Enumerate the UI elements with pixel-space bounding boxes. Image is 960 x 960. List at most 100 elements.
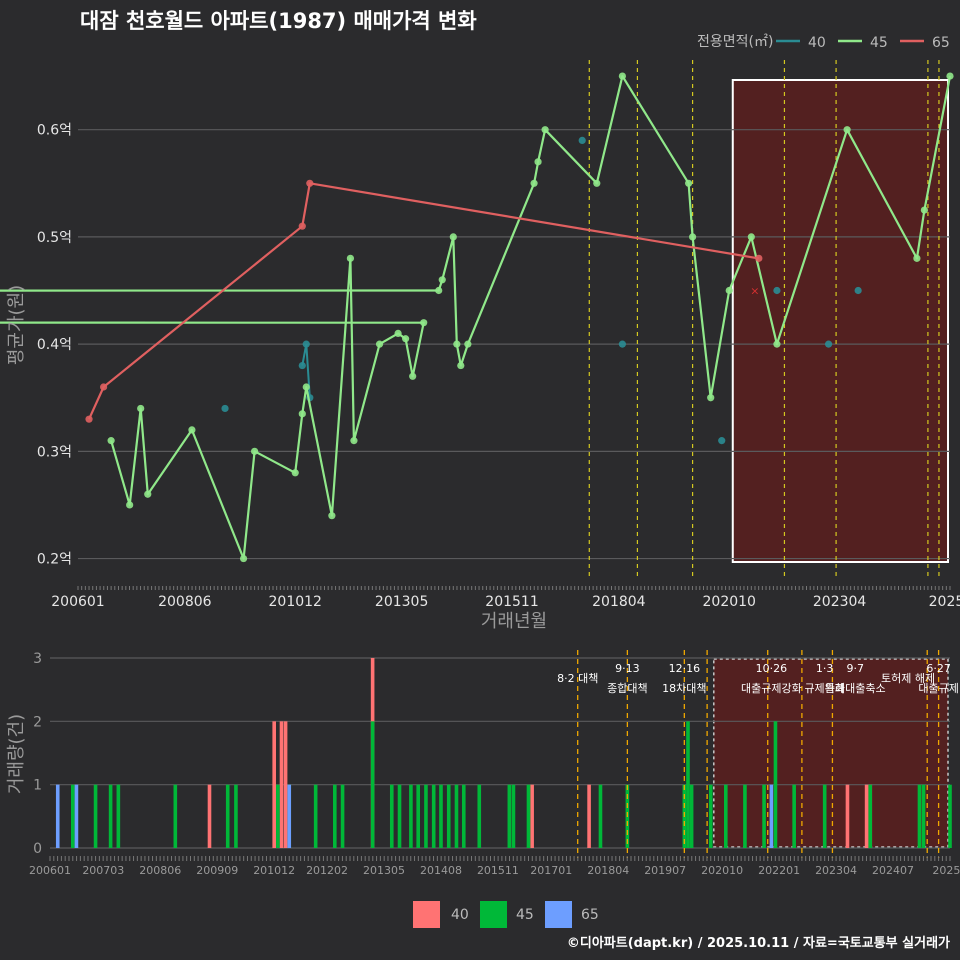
point-45 [346,254,355,262]
volume-x-tick-label: 202304 [815,864,857,877]
volume-bar-45 [598,784,603,848]
volume-bar-45 [424,784,428,848]
volume-bar-45 [708,784,713,848]
point-45 [328,512,336,520]
point-45 [435,286,443,295]
point-45 [593,179,601,187]
policy-date: 9·13 [615,662,640,675]
point-45 [251,447,259,455]
point-45 [725,286,733,295]
volume-x-tick-label: 201305 [363,864,405,877]
x-tick-label: 202010 [703,594,756,610]
legend-bottom-label-40: 40 [451,907,469,923]
x-tick-label: 200806 [158,594,212,610]
volume-bar-40 [530,784,534,848]
volume-bar-45 [454,784,459,848]
policy-name: 18차대책 [662,682,706,695]
legend-title: 전용면적(㎡) [697,34,773,50]
volume-bar-45 [868,784,873,848]
point-45 [126,501,134,509]
volume-bar-45 [225,784,230,848]
point-45 [302,383,310,391]
point-45 [534,158,542,166]
point-45 [239,554,248,563]
point-65 [85,415,93,423]
point-45 [402,335,410,343]
volume-y-ticks: 0 1 2 3 [33,651,42,857]
x-tick-label: 202304 [813,594,867,610]
volume-y-tick-label: 2 [33,714,42,730]
price-y-label: 평균가(원) [6,285,27,365]
policy-name: 토허제 해제 [881,671,935,685]
volume-bar-45 [743,784,747,848]
point-40 [302,340,310,348]
volume-bar-40 [207,784,212,848]
point-45 [298,410,306,418]
volume-bar-40 [587,784,591,848]
price-x-label: 거래년월 [481,611,547,632]
point-45 [946,72,954,80]
volume-y-tick-label: 3 [33,651,42,667]
legend-bottom-label-65: 65 [581,907,599,923]
volume-bar-45 [477,784,482,848]
volume-panel: 8·2 대책 9·13 종합대책 12·16 18차대책 10·26 대출규제강화 1·3 규제… [6,650,960,877]
x-tick-label: 201305 [375,594,428,610]
volume-bar-45 [723,784,728,848]
price-x-ticks: 200601 200806 201012 201305 201511 201804 2020… [51,586,960,610]
policy-annotations: 8·2 대책 9·13 종합대책 12·16 18차대책 10·26 대출규제강화 1·3 규제… [557,662,959,695]
volume-bar-45 [93,784,98,848]
volume-x-ticks: 200601 200703 200806 200909 201012 201202 2013… [29,856,960,877]
recent-period-highlight [731,79,949,563]
point-45 [188,426,196,434]
volume-bar-45 [439,784,443,848]
volume-bar-65 [55,784,60,848]
x-tick-label: 201804 [592,594,646,610]
point-45 [409,372,417,380]
volume-x-tick-label: 201012 [253,864,295,877]
x-tick-label: 2025 [929,594,960,610]
volume-x-tick-label: 200909 [196,864,238,877]
point-40 [718,437,726,445]
volume-x-tick-label: 201701 [530,864,572,877]
policy-name: 대출규제강화 [741,682,802,695]
point-65 [298,222,306,230]
point-40 [298,361,306,370]
point-40 [578,136,586,145]
volume-bar-45 [948,784,952,848]
point-45 [618,72,626,80]
volume-x-tick-label: 201408 [420,864,462,877]
volume-bar-40 [272,721,277,848]
volume-bar-45 [333,784,337,848]
volume-bar-45 [397,784,402,848]
point-45 [420,319,428,327]
volume-bar-45 [461,784,466,848]
point-45 [913,254,921,262]
y-tick-label: 0.3억 [37,444,72,460]
point-40 [773,286,781,295]
volume-bar-65 [287,784,292,848]
volume-bar-45 [340,784,345,848]
volume-bar-45 [686,721,690,848]
highlight-box-volume [713,658,949,848]
policy-name: 종합대책 [607,682,647,695]
point-45 [453,340,461,348]
volume-y-tick-label: 0 [33,841,42,857]
cancel-mark: × [750,285,759,298]
legend-swatch-65 [545,901,572,928]
policy-name: 규제완화 [804,682,844,695]
y-tick-label: 0.6억 [37,123,72,139]
volume-bar-45 [431,784,436,848]
point-45 [375,340,384,348]
volume-bar-40 [845,784,850,848]
policy-name: 특례대출축소 [825,682,886,695]
volume-x-tick-label: 202407 [872,864,914,877]
volume-bar-45 [526,784,531,848]
policy-lines-bottom [577,650,940,858]
price-y-ticks: 0.2억 0.3억 0.4억 0.5억 0.6억 [37,123,72,568]
volume-bar-40 [283,721,288,848]
point-45 [688,233,697,241]
point-45 [843,126,851,134]
policy-date: 9·7 [846,662,864,675]
point-45 [530,179,538,187]
legend-label-65: 65 [932,35,950,51]
